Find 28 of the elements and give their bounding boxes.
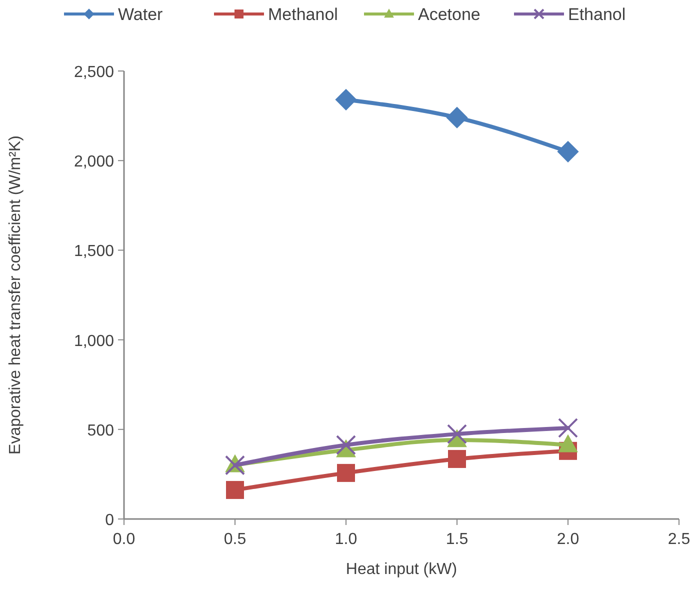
point xyxy=(335,88,357,110)
x-tick-label: 1.0 xyxy=(334,531,358,548)
y-tick-label: 1,500 xyxy=(74,243,114,260)
point xyxy=(558,418,578,438)
y-axis-title: Evaporative heat transfer coefficient (W/m²K) xyxy=(7,136,24,454)
x-tick-label: 0.0 xyxy=(112,531,136,548)
y-tick-label: 2,500 xyxy=(74,64,114,81)
point xyxy=(557,140,579,162)
legend-label: Ethanol xyxy=(568,5,626,24)
y-tick-label: 0 xyxy=(105,512,114,529)
x-tick-label: 0.5 xyxy=(224,531,246,548)
point xyxy=(446,106,468,128)
legend-label: Acetone xyxy=(418,5,480,24)
point xyxy=(226,480,244,499)
x-tick-label: 2.5 xyxy=(668,531,690,548)
legend-label: Methanol xyxy=(268,5,338,24)
point xyxy=(448,450,466,468)
legend-label: Water xyxy=(118,5,164,24)
y-tick-label: 500 xyxy=(87,422,114,440)
x-axis-title: Heat input (kW) xyxy=(346,561,458,578)
point xyxy=(336,434,356,455)
y-tick-label: 2,000 xyxy=(74,154,114,171)
point xyxy=(337,464,355,482)
x-tick-label: 1.5 xyxy=(446,531,468,548)
x-tick-label: 2.0 xyxy=(556,531,580,548)
y-tick-label: 1,000 xyxy=(74,332,114,350)
point xyxy=(447,424,467,444)
point xyxy=(558,434,578,452)
